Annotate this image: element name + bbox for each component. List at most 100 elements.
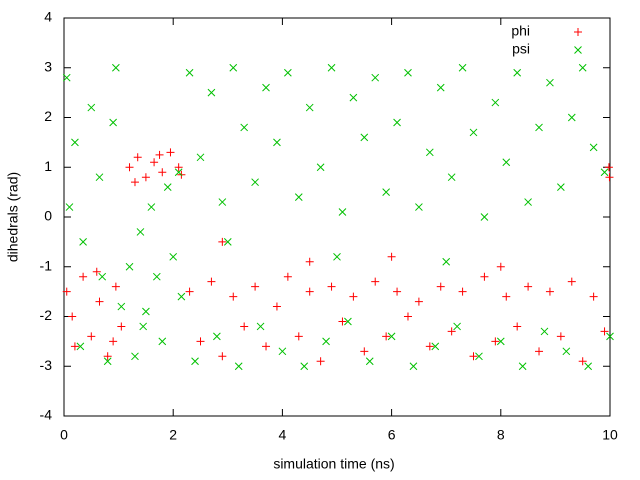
point	[273, 138, 281, 147]
point	[305, 257, 314, 266]
point	[141, 173, 150, 182]
point	[207, 88, 216, 97]
point	[256, 322, 265, 331]
point	[109, 118, 117, 127]
y-tick-label: -1	[40, 257, 53, 273]
point	[316, 357, 325, 366]
point	[136, 228, 145, 236]
point	[387, 332, 396, 341]
point	[133, 153, 142, 162]
point	[518, 362, 527, 371]
point	[491, 337, 500, 346]
point	[158, 168, 167, 177]
point	[502, 158, 511, 167]
point	[322, 337, 330, 346]
point	[150, 158, 159, 167]
point	[218, 237, 227, 246]
point	[111, 282, 120, 291]
point	[95, 297, 104, 306]
point	[442, 257, 451, 266]
point	[251, 282, 260, 291]
x-axis-label: simulation time (ns)	[273, 456, 394, 472]
point	[393, 287, 402, 296]
point	[166, 148, 175, 157]
x-tick-label: 8	[497, 427, 505, 443]
point	[130, 178, 139, 187]
point	[65, 203, 74, 211]
point	[278, 347, 287, 356]
point	[338, 208, 347, 216]
point	[349, 292, 358, 301]
point	[300, 362, 309, 371]
point	[578, 357, 587, 366]
point	[447, 173, 456, 182]
point	[95, 173, 104, 182]
point	[283, 272, 292, 281]
point	[142, 307, 150, 316]
point	[71, 138, 79, 147]
point	[458, 287, 467, 296]
point	[605, 173, 614, 182]
point	[365, 357, 374, 366]
point	[436, 83, 445, 92]
point	[316, 163, 325, 172]
point	[240, 322, 249, 331]
point	[262, 342, 271, 351]
point	[109, 337, 118, 346]
point	[349, 93, 358, 102]
point	[513, 322, 522, 331]
point	[117, 322, 126, 331]
point	[404, 68, 412, 77]
point	[414, 297, 423, 306]
point	[557, 183, 565, 192]
point	[234, 362, 243, 371]
point	[103, 352, 112, 361]
point	[229, 292, 238, 301]
y-tick-label: -2	[40, 307, 53, 323]
point	[125, 163, 134, 172]
point	[371, 73, 380, 82]
point	[294, 332, 303, 341]
point	[185, 68, 194, 77]
point	[155, 150, 164, 159]
point	[305, 103, 314, 112]
y-tick-label: -4	[40, 407, 53, 423]
point	[125, 262, 134, 271]
point	[191, 357, 199, 366]
point	[540, 327, 549, 336]
point	[218, 352, 227, 361]
y-tick-label: 2	[44, 108, 52, 124]
point	[480, 213, 489, 221]
point	[272, 302, 281, 311]
point	[469, 352, 478, 361]
point	[152, 272, 161, 281]
point	[600, 168, 609, 177]
point	[158, 337, 167, 346]
point	[98, 272, 107, 281]
point	[545, 287, 554, 296]
point	[524, 198, 532, 206]
point	[524, 282, 533, 291]
point	[491, 98, 500, 107]
point	[117, 302, 126, 311]
y-tick-label: 3	[44, 58, 52, 74]
point	[344, 317, 352, 326]
y-tick-label: -3	[40, 357, 53, 373]
point	[415, 203, 423, 211]
point	[174, 168, 183, 177]
point	[62, 73, 71, 82]
point	[403, 312, 412, 321]
point	[174, 163, 183, 172]
legend-label: psi	[512, 41, 530, 57]
point	[606, 332, 614, 341]
point	[70, 342, 79, 351]
point	[240, 123, 249, 132]
point	[447, 327, 456, 336]
point	[92, 267, 101, 276]
point	[436, 282, 445, 291]
point	[196, 153, 205, 162]
point	[103, 357, 112, 366]
y-tick-label: 0	[44, 208, 52, 224]
point	[556, 332, 565, 341]
